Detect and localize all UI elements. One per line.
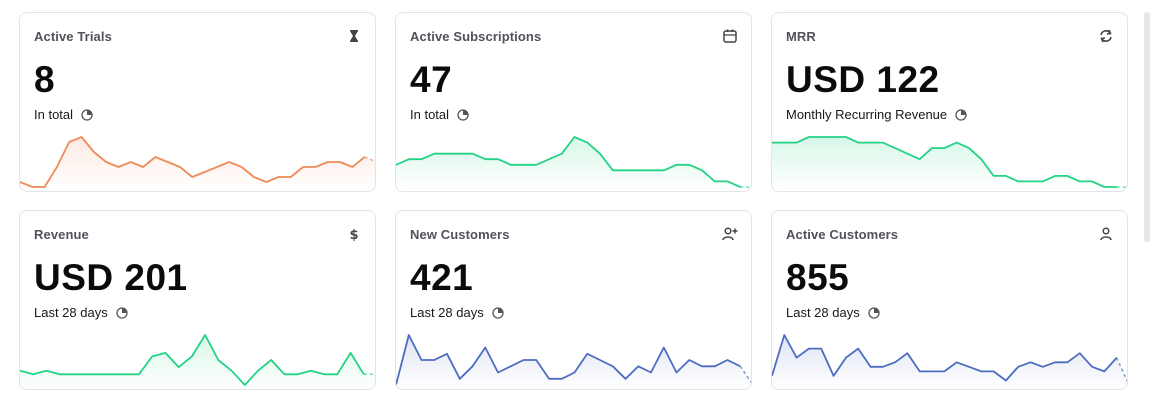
- sparkline-chart: [772, 334, 1127, 389]
- card-new-customers[interactable]: New Customers 421 Last 28 days: [395, 210, 752, 390]
- card-value: 421: [410, 257, 474, 298]
- card-active-trials[interactable]: Active Trials 8 In total: [19, 12, 376, 192]
- sparkline-area: [396, 335, 751, 389]
- sparkline-projection: [739, 365, 751, 384]
- card-title: Active Trials: [34, 29, 112, 44]
- sparkline-line: [20, 136, 366, 188]
- card-subtitle: Monthly Recurring Revenue: [786, 107, 948, 122]
- sparkline-line: [772, 334, 1118, 382]
- scrollbar[interactable]: [1144, 12, 1150, 242]
- sparkline-area: [772, 137, 1127, 191]
- sparkline-area: [20, 335, 375, 389]
- card-title: MRR: [786, 29, 816, 44]
- card-value: USD 201: [34, 257, 188, 298]
- info-icon[interactable]: [955, 108, 967, 121]
- card-value: USD 122: [786, 59, 940, 100]
- sparkline-line: [396, 334, 741, 386]
- card-value: 855: [786, 257, 850, 298]
- sparkline-chart: [20, 334, 375, 389]
- card-title: Revenue: [34, 227, 89, 242]
- user-icon: [1100, 227, 1112, 241]
- sparkline-chart: [772, 136, 1127, 191]
- card-active-customers[interactable]: Active Customers 855 Last 28 days: [771, 210, 1128, 390]
- card-value: 8: [34, 59, 56, 100]
- refresh-icon: [1100, 29, 1112, 43]
- sparkline-chart: [396, 136, 751, 191]
- card-subtitle: Last 28 days: [34, 305, 108, 320]
- info-icon[interactable]: [457, 108, 469, 121]
- card-title: Active Subscriptions: [410, 29, 542, 44]
- calendar-icon: [723, 29, 737, 43]
- sparkline-line: [20, 334, 365, 386]
- hourglass-icon: [350, 30, 358, 42]
- card-subtitle: Last 28 days: [410, 305, 484, 320]
- user-plus-icon: [722, 227, 738, 241]
- dollar-icon: $: [349, 228, 358, 243]
- info-icon[interactable]: [116, 306, 128, 319]
- info-icon[interactable]: [492, 306, 504, 319]
- sparkline-projection: [1116, 357, 1127, 383]
- card-title: New Customers: [410, 227, 510, 242]
- info-icon[interactable]: [81, 108, 93, 121]
- sparkline-area: [772, 335, 1127, 389]
- card-title: Active Customers: [786, 227, 899, 242]
- card-revenue[interactable]: Revenue $ USD 201 Last 28 days: [19, 210, 376, 390]
- sparkline-chart: [396, 334, 751, 389]
- info-icon[interactable]: [868, 306, 880, 319]
- card-subtitle: Last 28 days: [786, 305, 860, 320]
- card-mrr[interactable]: MRR USD 122 Monthly Recurring Revenue: [771, 12, 1128, 192]
- card-subtitle: In total: [34, 107, 74, 122]
- svg-text:$: $: [349, 228, 358, 243]
- sparkline-projection: [364, 156, 375, 162]
- sparkline-line: [772, 136, 1117, 188]
- sparkline-area: [396, 137, 751, 191]
- card-subtitle: In total: [410, 107, 450, 122]
- card-value: 47: [410, 59, 453, 100]
- sparkline-chart: [20, 136, 375, 191]
- sparkline-line: [396, 136, 741, 188]
- card-active-subscriptions[interactable]: Active Subscriptions 47 In total: [395, 12, 752, 192]
